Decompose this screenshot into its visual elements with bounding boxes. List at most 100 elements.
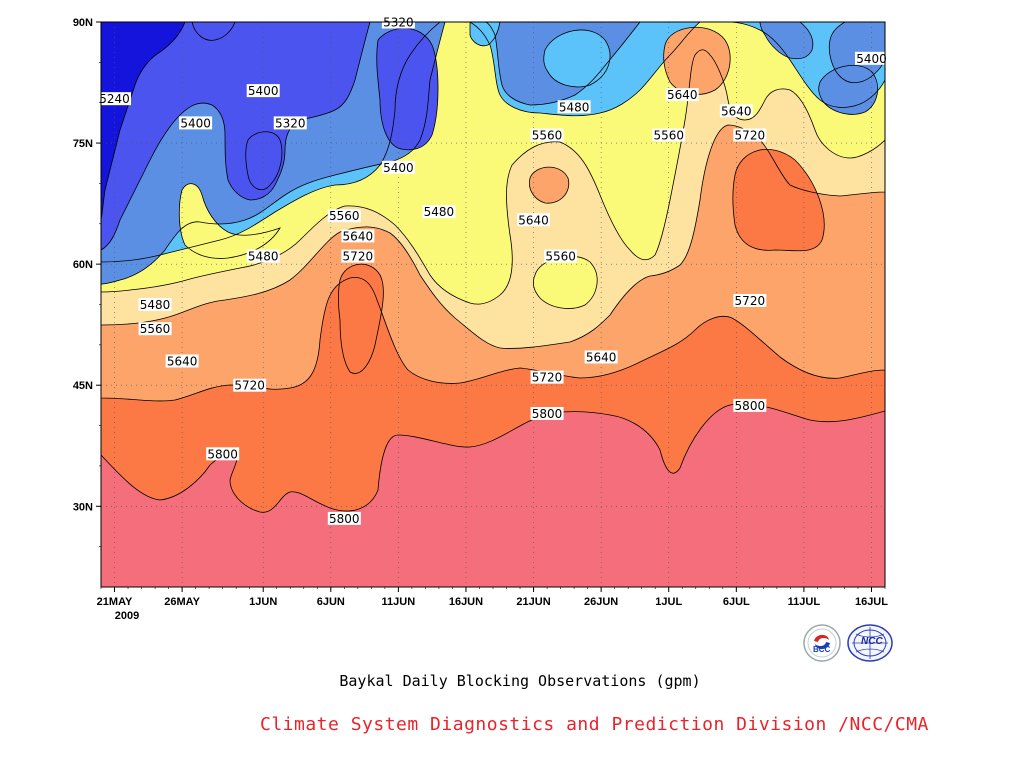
contour-label: 5560	[652, 128, 686, 143]
contour-line	[732, 149, 825, 252]
contour-label-text: 5560	[545, 250, 576, 264]
contour-label-bg	[530, 406, 564, 420]
contour-label: 5720	[233, 378, 267, 393]
contour-label-bg	[854, 51, 888, 65]
contour-label: 5720	[530, 370, 564, 385]
contour-label-bg	[557, 100, 591, 114]
contour-label-bg	[665, 88, 699, 102]
contour-label: 5320	[273, 116, 307, 130]
contour-label-text: 5400	[180, 116, 211, 130]
contour-label: 5640	[584, 350, 618, 364]
contour-label-text: 5640	[667, 88, 698, 102]
contour-label-bg	[138, 298, 172, 311]
contour-label: 5480	[246, 249, 280, 264]
y-tick-label: 30N	[73, 501, 93, 513]
x-tick-label: 21MAY	[97, 596, 133, 608]
contour-line	[101, 22, 885, 402]
contour-label: 5400	[179, 116, 213, 130]
contour-label-text: 5480	[248, 250, 279, 264]
bcc-logo: BCC	[802, 623, 842, 667]
contour-line	[469, 22, 501, 47]
contour-line	[818, 65, 879, 115]
contour-label-text: 5400	[248, 84, 279, 98]
contour-label-text: 5640	[518, 213, 549, 227]
contour-label-text: 5800	[207, 447, 238, 461]
contour-label-text: 5400	[856, 52, 887, 66]
contour-label-bg	[341, 229, 375, 243]
contour-label: 5480	[422, 205, 456, 219]
contour-label-text: 5640	[721, 104, 752, 118]
y-tick-label: 45N	[73, 380, 93, 392]
contour-label-text: 5480	[559, 100, 590, 114]
contour-label: 5640	[341, 229, 375, 243]
pocket-5720-mid	[529, 167, 569, 204]
contour-label: 5240	[98, 92, 132, 106]
contour-line	[178, 183, 281, 259]
contour-label: 5400	[246, 84, 280, 98]
contour-line	[101, 22, 186, 221]
y-tick-label: 90N	[73, 17, 93, 29]
pocket-5320-a	[376, 28, 438, 150]
y-tick-label: 75N	[73, 138, 93, 150]
contour-label: 5720	[341, 249, 375, 264]
contour-label-bg	[206, 447, 240, 461]
x-axis: 21MAY 26MAY 1JUN 6JUN 11JUN 16JUN 21JUN 26JUN 1J…	[97, 587, 888, 608]
contour-label-bg	[584, 350, 618, 364]
contour-label-bg	[246, 249, 280, 263]
x-tick-label: 11JUL	[788, 596, 821, 608]
contour-label-text: 5640	[343, 229, 374, 243]
contour-label-bg	[733, 398, 767, 412]
pocket-5320-b	[245, 131, 282, 190]
contour-label: 5560	[138, 322, 172, 336]
contour-label-text: 5720	[735, 129, 766, 143]
contour-chart: 5240540054005320532054005400548054805480…	[73, 15, 888, 622]
credit-line: Climate System Diagnostics and Predictio…	[260, 714, 929, 735]
contour-label-text: 5560	[532, 129, 563, 143]
contour-label-bg	[733, 128, 767, 142]
contour-label-bg	[233, 378, 267, 392]
contour-label-text: 5400	[383, 161, 414, 175]
contour-label: 5800	[530, 406, 564, 421]
band-5320	[101, 22, 370, 250]
contour-label-text: 5800	[532, 407, 563, 421]
contour-label-bg	[422, 205, 456, 219]
x-year-label: 2009	[115, 610, 139, 622]
contour-label-bg	[341, 249, 375, 263]
contour-label: 5560	[544, 249, 578, 264]
contour-label-text: 5560	[140, 322, 171, 336]
contour-line	[191, 22, 236, 41]
contour-label: 5800	[733, 398, 767, 413]
y-tick-label: 60N	[73, 259, 93, 271]
contour-label-bg	[98, 92, 132, 106]
pocket-5800-ne	[732, 149, 825, 251]
contour-label-text: 5720	[343, 250, 374, 264]
contour-label-bg	[138, 322, 172, 336]
contour-label-text: 5480	[424, 205, 455, 219]
x-tick-label: 6JUL	[723, 596, 750, 608]
pocket-5720-ne	[663, 27, 731, 95]
contour-line	[101, 22, 885, 305]
contour-label-bg	[652, 128, 686, 142]
contour-label-bg	[273, 116, 307, 130]
contour-label: 5480	[138, 298, 172, 312]
x-tick-label: 16JUL	[855, 596, 888, 608]
contour-label-text: 5640	[586, 350, 617, 364]
contour-line	[543, 29, 611, 88]
contour-label-bg	[246, 84, 280, 98]
x-tick-label: 21JUN	[516, 596, 550, 608]
contour-label-text: 5640	[167, 355, 198, 369]
contour-label-bg	[327, 209, 361, 223]
contour-label-bg	[179, 116, 213, 130]
contour-label-bg	[544, 249, 578, 263]
contour-label: 5640	[719, 104, 753, 118]
contour-label-text: 5560	[329, 209, 360, 223]
contour-label: 5560	[530, 128, 564, 143]
contour-label: 5800	[206, 447, 240, 461]
contour-label-bg	[530, 370, 564, 384]
contour-label-text: 5320	[275, 116, 306, 130]
ncc-logo-text: NCC	[861, 636, 883, 647]
x-tick-label: 1JUL	[655, 596, 682, 608]
x-tick-label: 26JUN	[584, 596, 618, 608]
contour-line	[101, 22, 885, 263]
contour-fills	[101, 22, 885, 587]
